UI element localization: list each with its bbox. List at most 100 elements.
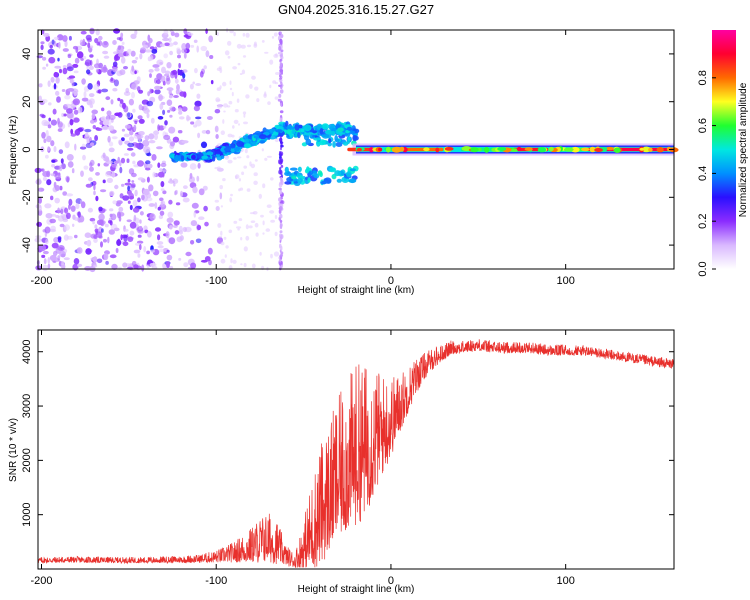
noise-blob: [106, 177, 113, 183]
noise-blob: [43, 138, 47, 144]
y-tick-label: -20: [21, 189, 33, 205]
noise-blob: [122, 102, 126, 110]
noise-blob: [148, 140, 156, 144]
noise-blob: [130, 152, 136, 157]
spectrogram-y-axis-label: Frequency (Hz): [8, 116, 19, 185]
noise-blob: [135, 56, 139, 60]
noise-blob: [44, 203, 52, 209]
noise-blob: [120, 234, 123, 241]
y-tick-label: 0: [21, 146, 33, 152]
noise-blob: [148, 203, 155, 207]
noise-blob: [173, 182, 176, 187]
spike-blob: [281, 71, 283, 75]
noise-blob: [166, 99, 173, 106]
noise-blob: [145, 160, 151, 165]
noise-blob: [183, 28, 188, 35]
chart-title: GN04.2025.316.15.27.G27: [278, 2, 434, 17]
carrier-blob: [378, 147, 383, 152]
noise-blob: [149, 262, 157, 267]
noise-blob: [118, 140, 123, 146]
noise-blob: [148, 37, 153, 44]
signal-blob: [286, 129, 292, 135]
noise-blob: [123, 51, 127, 57]
noise-blob: [243, 165, 247, 169]
noise-blob: [120, 157, 126, 164]
noise-blob: [149, 88, 153, 94]
noise-blob: [80, 57, 84, 61]
spike-blob: [279, 151, 284, 157]
noise-blob: [200, 141, 208, 149]
noise-blob: [97, 231, 103, 239]
noise-blob: [147, 56, 152, 62]
noise-blob: [150, 117, 155, 124]
y-tick-label: 2000: [21, 448, 33, 472]
noise-blob: [195, 83, 202, 86]
noise-blob: [86, 239, 92, 247]
spike-blob: [279, 223, 283, 229]
carrier-blob: [537, 147, 547, 153]
signal-blob: [334, 138, 340, 143]
noise-blob: [163, 134, 171, 141]
noise-blob: [157, 162, 161, 168]
noise-blob: [111, 172, 116, 178]
noise-blob: [195, 119, 202, 127]
noise-blob: [84, 128, 92, 133]
noise-blob: [156, 146, 163, 150]
noise-blob: [101, 125, 109, 131]
noise-blob: [139, 53, 143, 60]
noise-blob: [117, 211, 121, 219]
noise-blob: [227, 40, 232, 46]
spike-blob: [279, 254, 283, 258]
noise-blob: [154, 67, 160, 72]
noise-blob: [134, 189, 138, 197]
noise-blob: [182, 73, 186, 79]
spike-blob: [278, 261, 281, 265]
noise-blob: [38, 95, 42, 102]
noise-blob: [45, 213, 53, 219]
noise-blob: [102, 179, 106, 184]
noise-blob: [90, 142, 94, 146]
noise-blob: [126, 219, 132, 223]
noise-blob: [72, 223, 75, 227]
noise-blob: [80, 30, 87, 35]
noise-blob: [168, 178, 173, 183]
noise-blob: [166, 87, 174, 92]
noise-blob: [44, 226, 51, 234]
noise-blob: [80, 170, 84, 177]
noise-blob: [154, 133, 158, 140]
carrier-blob: [391, 146, 402, 153]
noise-blob: [51, 164, 56, 168]
noise-blob: [246, 155, 250, 159]
spike-blob: [277, 98, 282, 102]
noise-blob: [74, 234, 78, 239]
noise-blob: [228, 229, 233, 234]
noise-blob: [239, 187, 244, 191]
noise-blob: [105, 171, 112, 177]
noise-blob: [79, 146, 87, 150]
noise-blob: [179, 116, 185, 120]
noise-blob: [269, 210, 275, 214]
noise-blob: [137, 177, 145, 181]
noise-blob: [217, 104, 223, 109]
noise-blob: [216, 87, 221, 91]
noise-blob: [224, 154, 229, 160]
noise-blob: [253, 172, 258, 177]
carrier-blob: [571, 146, 580, 153]
noise-blob: [114, 112, 121, 117]
noise-blob: [238, 123, 240, 126]
noise-blob: [93, 184, 96, 191]
noise-blob: [131, 83, 138, 90]
signal-blob: [297, 177, 303, 183]
noise-blob: [129, 230, 135, 236]
noise-blob: [57, 236, 62, 241]
noise-blob: [82, 154, 86, 161]
noise-blob: [113, 227, 120, 232]
noise-blob: [130, 50, 136, 57]
noise-blob: [196, 93, 201, 99]
spike-blob: [279, 206, 283, 211]
noise-blob: [274, 231, 278, 237]
noise-blob: [119, 69, 126, 76]
noise-blob: [175, 202, 181, 206]
colorbar-label: Normalized spectral amplitude: [738, 82, 749, 217]
noise-blob: [87, 42, 91, 49]
